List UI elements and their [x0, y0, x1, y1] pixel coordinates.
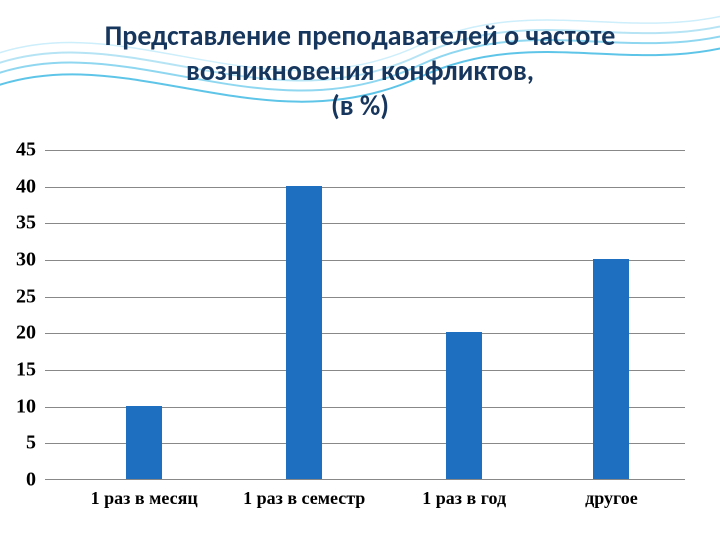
chart-plot-area	[45, 150, 685, 480]
x-tick-label: другое	[585, 488, 638, 509]
y-tick-label: 0	[26, 469, 36, 492]
chart-title: Представление преподавателей о частоте в…	[0, 0, 720, 123]
gridline	[45, 297, 685, 298]
y-tick-label: 35	[16, 212, 36, 235]
y-tick-label: 5	[26, 432, 36, 455]
bar	[593, 259, 629, 479]
gridline	[45, 333, 685, 334]
gridline	[45, 370, 685, 371]
x-tick-label: 1 раз в год	[422, 488, 506, 509]
bar	[286, 186, 322, 479]
y-tick-label: 20	[16, 322, 36, 345]
y-tick-label: 40	[16, 175, 36, 198]
y-axis-labels: 051015202530354045	[0, 150, 40, 480]
gridline	[45, 260, 685, 261]
bar	[446, 332, 482, 479]
y-tick-label: 10	[16, 395, 36, 418]
y-tick-label: 15	[16, 359, 36, 382]
bar	[126, 406, 162, 479]
gridline	[45, 223, 685, 224]
y-tick-label: 25	[16, 285, 36, 308]
x-tick-label: 1 раз в месяц	[91, 488, 198, 509]
gridline	[45, 150, 685, 151]
x-axis-labels: 1 раз в месяц 1 раз в семестр 1 раз в год д…	[45, 488, 685, 518]
title-line-3: (в %)	[40, 88, 680, 123]
y-tick-label: 30	[16, 249, 36, 272]
y-tick-label: 45	[16, 139, 36, 162]
gridline	[45, 187, 685, 188]
x-tick-label: 1 раз в семестр	[243, 488, 365, 509]
title-line-2: возникновения конфликтов,	[40, 53, 680, 88]
title-line-1: Представление преподавателей о частоте	[40, 18, 680, 53]
